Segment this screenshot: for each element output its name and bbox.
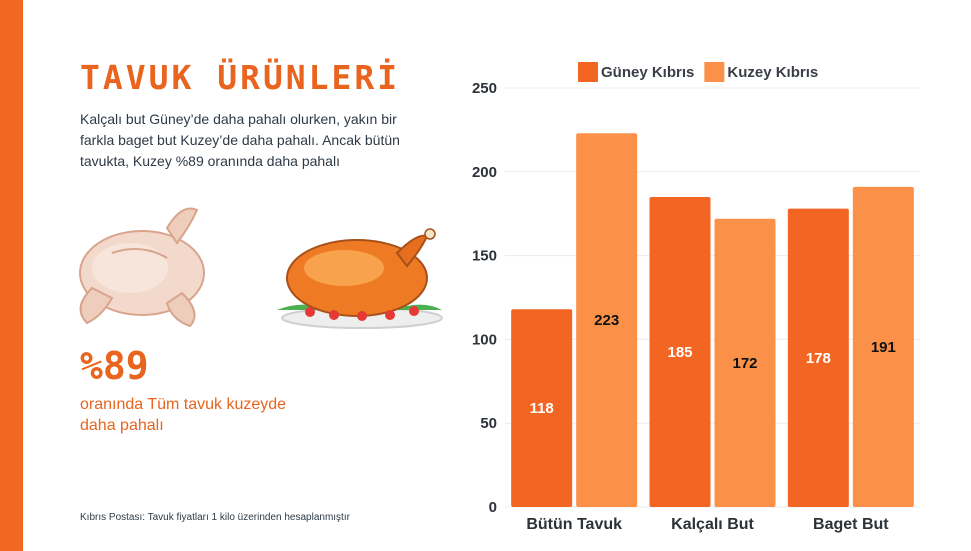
x-category-label: Bütün Tavuk: [526, 516, 622, 533]
raw-chicken-icon: [79, 207, 205, 328]
data-label: 191: [871, 339, 896, 356]
y-tick-label: 0: [489, 499, 497, 516]
x-axis: Bütün Tavuk Kalçalı But Baget But: [526, 516, 889, 533]
page-title: TAVUK ÜRÜNLERİ: [80, 58, 401, 97]
chicken-illustrations: [79, 207, 443, 329]
legend-label: Güney Kıbrıs: [601, 64, 694, 81]
chart-grid: [505, 87, 920, 508]
y-tick-label: 200: [472, 164, 497, 181]
bar: [649, 196, 711, 507]
y-tick-label: 250: [472, 80, 497, 97]
bar: [787, 208, 849, 507]
chart-bars: 118 223 185 172 178 191: [511, 133, 914, 507]
legend-swatch: [578, 62, 598, 82]
x-category-label: Kalçalı But: [671, 516, 754, 533]
chart-legend: Güney Kıbrıs Kuzey Kıbrıs: [578, 62, 818, 82]
roast-chicken-icon: [277, 228, 443, 329]
highlight-value: %89: [80, 344, 149, 388]
data-label: 172: [732, 355, 757, 372]
accent-side-bar: [0, 0, 23, 551]
highlight-text: oranında Tüm tavuk kuzeyde daha pahalı: [80, 396, 287, 434]
y-tick-label: 50: [480, 415, 497, 432]
description-text: Kalçalı but Güney’de daha pahalı olurken…: [80, 111, 400, 169]
y-tick-label: 100: [472, 331, 497, 348]
y-tick-label: 150: [472, 248, 497, 265]
bar: [576, 133, 638, 507]
data-label: 223: [594, 312, 619, 329]
y-axis: 0 50 100 150 200 250: [472, 80, 497, 516]
price-bar-chart: Güney Kıbrıs Kuzey Kıbrıs 0 50 100 150 200 250…: [472, 62, 920, 533]
bar: [511, 309, 573, 507]
legend-swatch: [704, 62, 725, 82]
data-label: 178: [806, 350, 831, 367]
x-category-label: Baget But: [813, 516, 889, 533]
data-label: 185: [667, 344, 692, 361]
source-note: Kıbrıs Postası: Tavuk fiyatları 1 kilo ü…: [80, 512, 350, 523]
bar: [852, 186, 914, 507]
data-label: 118: [530, 400, 554, 417]
bar: [714, 218, 776, 507]
legend-label: Kuzey Kıbrıs: [727, 64, 818, 81]
